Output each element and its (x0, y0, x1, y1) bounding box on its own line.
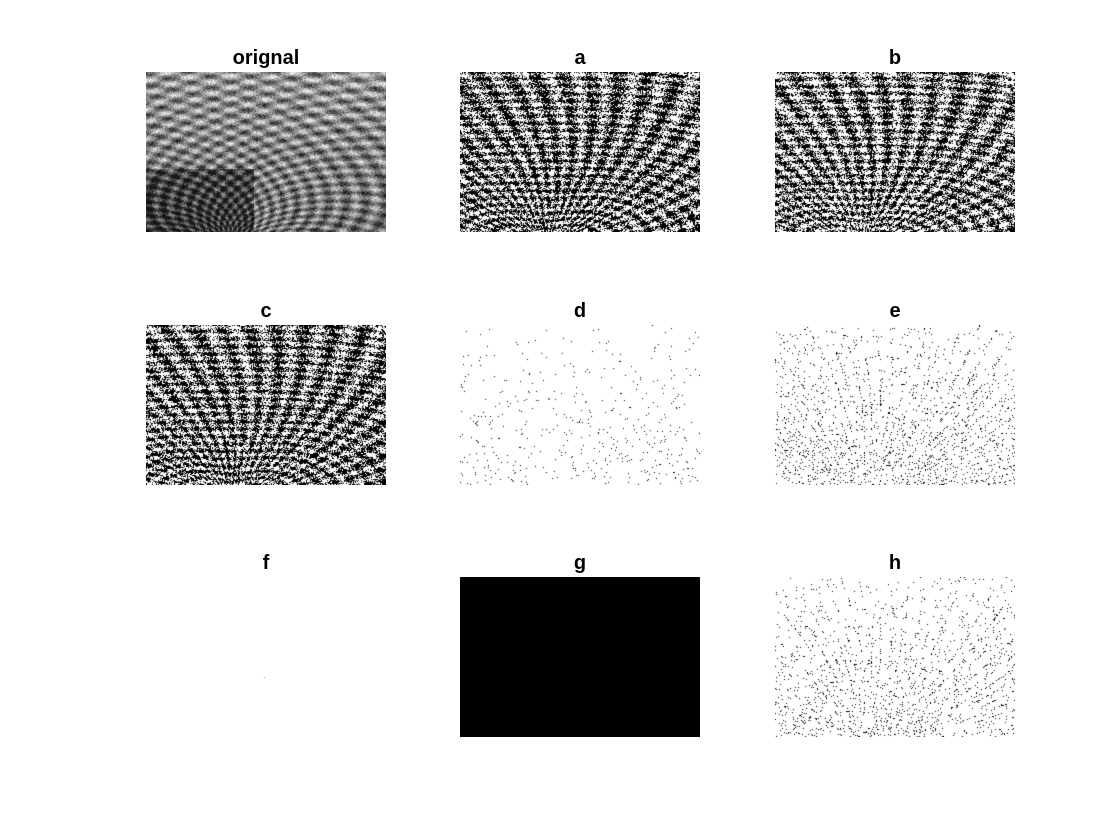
panel-image-b (775, 72, 1015, 232)
panel-title: f (262, 552, 270, 574)
panel-image-g (460, 577, 700, 737)
panel-image-a (460, 72, 700, 232)
panel-title: g (573, 552, 587, 574)
panel-title: h (888, 552, 902, 574)
panel-title: b (888, 47, 902, 69)
panel-image-e (775, 325, 1015, 485)
panel-title: c (260, 300, 272, 322)
panel-image-orignal (146, 72, 386, 232)
panel-image-f (146, 577, 386, 737)
panel-title: orignal (232, 47, 300, 69)
panel-image-d (460, 325, 700, 485)
panel-title: a (574, 47, 586, 69)
panel-image-h (775, 577, 1015, 737)
panel-title: e (889, 300, 901, 322)
panel-image-c (146, 325, 386, 485)
panel-title: d (573, 300, 587, 322)
